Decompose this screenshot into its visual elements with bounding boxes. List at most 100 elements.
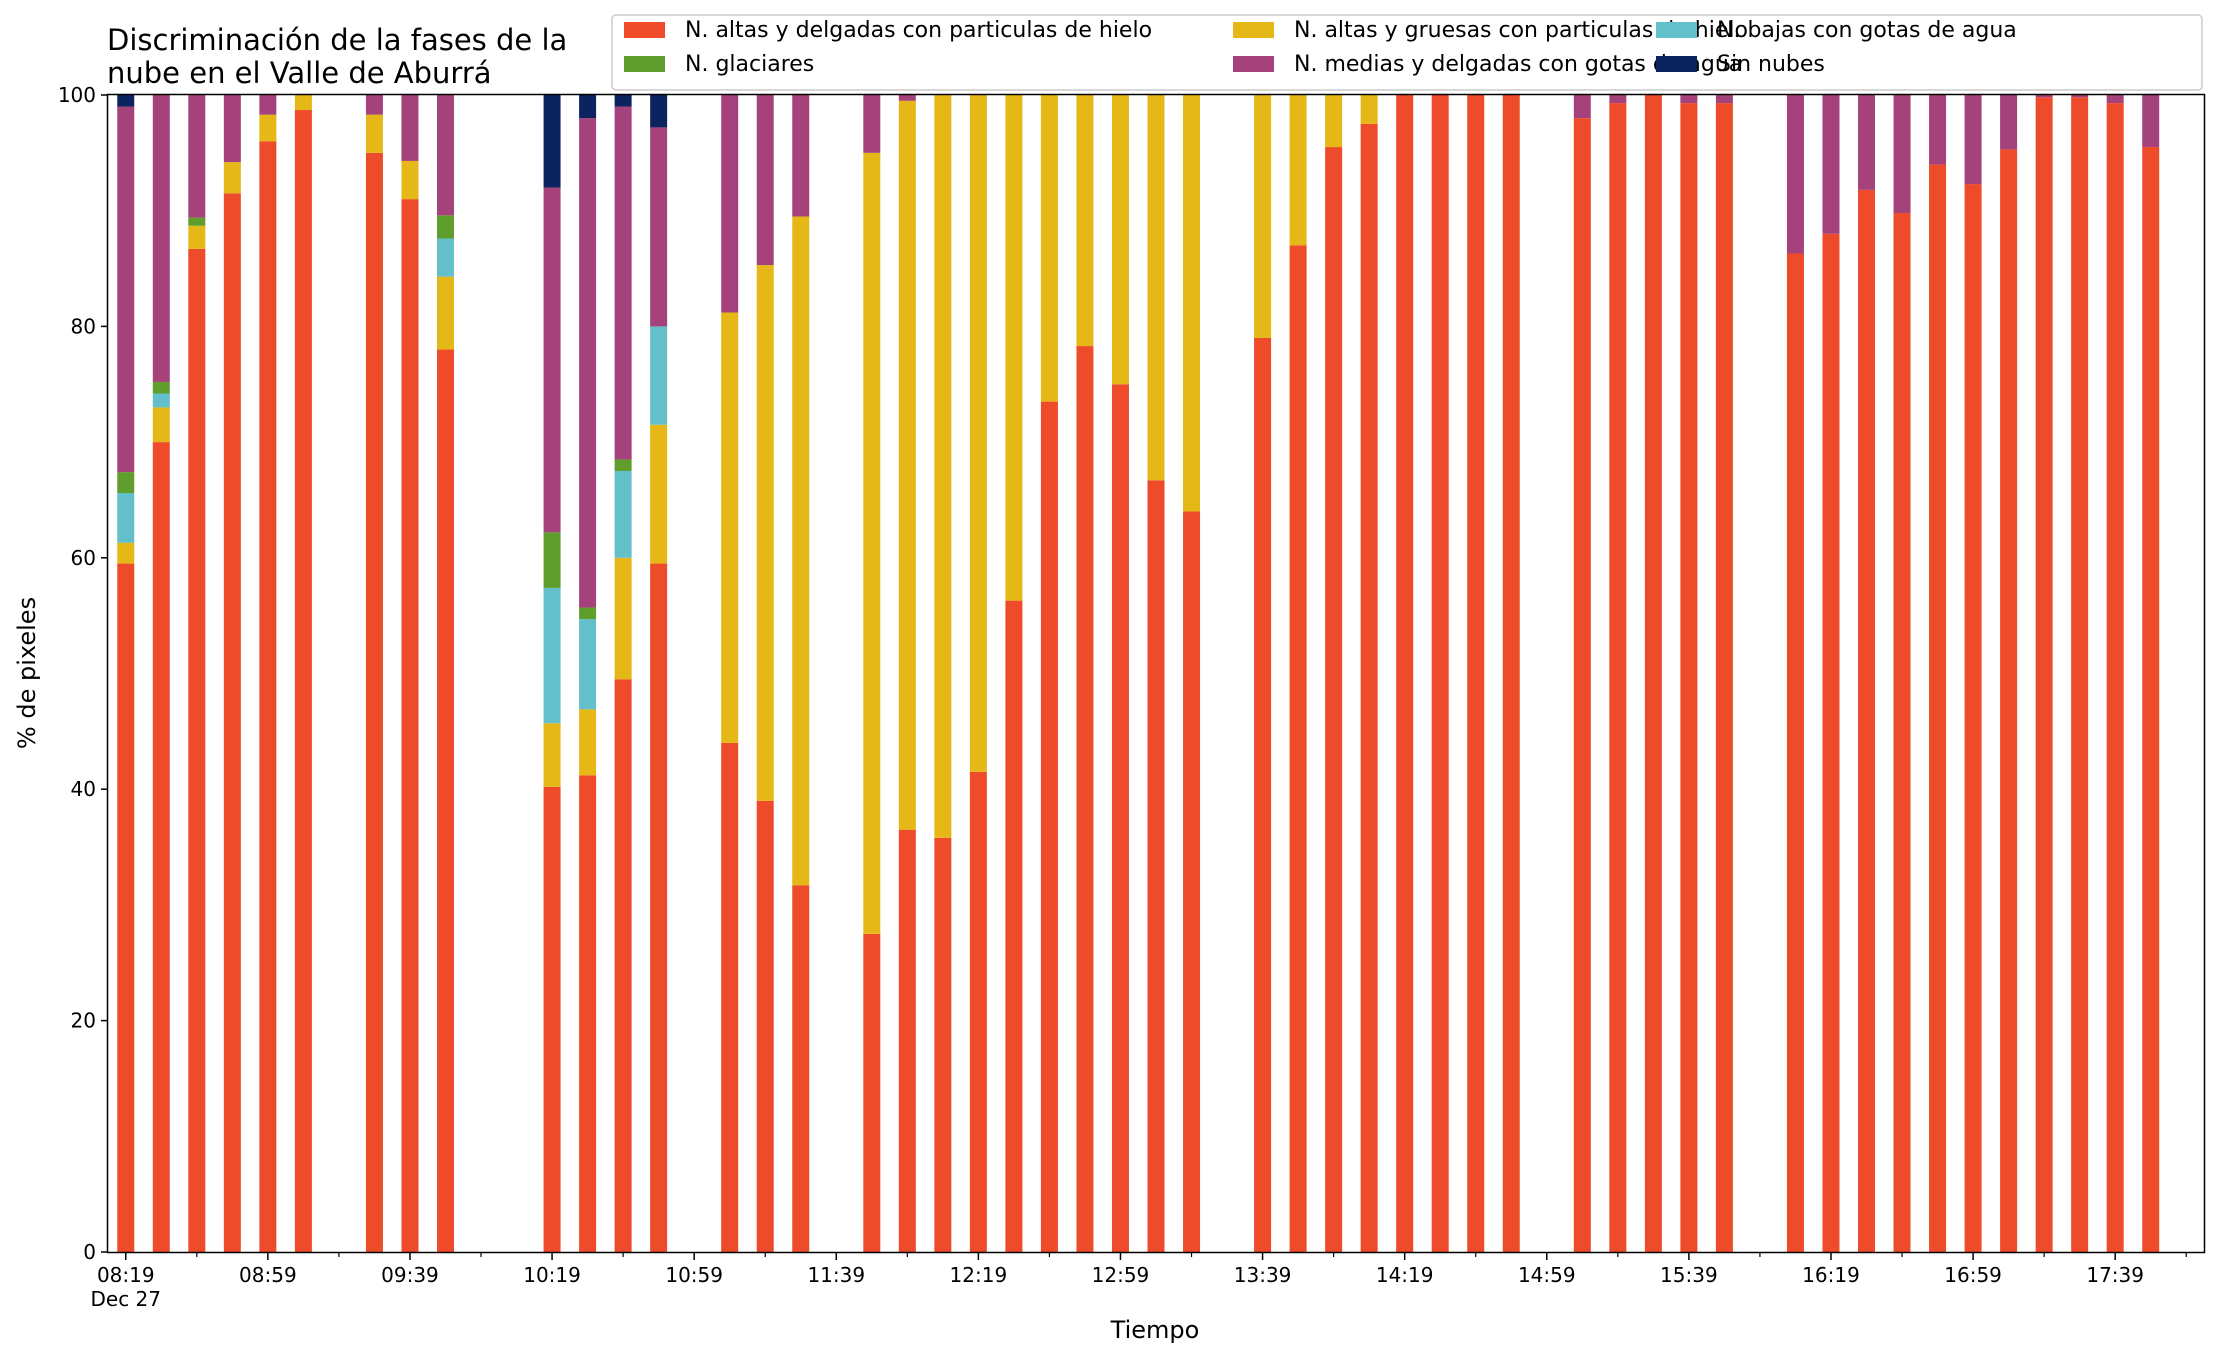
y-tick-label: 100 (58, 83, 96, 107)
bar-segment-1149-s0 (863, 933, 881, 1252)
bar-segment-1109-s0 (721, 742, 739, 1252)
bar-segment-1739-s0 (2106, 103, 2124, 1253)
x-tick-label: 08:59 (239, 1263, 297, 1287)
bar-segment-1729-s4 (2071, 95, 2089, 98)
legend-label: N. bajas con gotas de agua (1717, 18, 2017, 43)
bar-segment-1049-s2 (650, 326, 668, 425)
bar-segment-0939-s1 (401, 160, 419, 200)
bar-segment-1019-s2 (543, 587, 561, 724)
bar-segment-1019-s5 (543, 95, 561, 188)
legend-label: Sin nubes (1717, 52, 1825, 77)
bar-segment-0939-s4 (401, 95, 419, 161)
bar-segment-1349-s1 (1289, 95, 1307, 246)
bar-segment-1119-s1 (756, 265, 774, 801)
bar-segment-1549-s4 (1715, 95, 1733, 104)
bar-segment-0819-s5 (117, 95, 135, 107)
bar-segment-1739-s4 (2106, 95, 2124, 104)
bar-segment-1519-s0 (1609, 103, 1627, 1253)
bar-segment-1639-s4 (1893, 95, 1911, 214)
bar-segment-1119-s4 (756, 95, 774, 266)
bar-segment-1609-s4 (1786, 95, 1804, 254)
y-tick-label: 80 (71, 314, 96, 338)
bar-segment-0839-s4 (188, 95, 206, 218)
x-tick-label: 16:19 (1802, 1263, 1860, 1287)
bar-segment-1019-s1 (543, 723, 561, 787)
bar-segment-1029-s0 (579, 775, 597, 1252)
bar-segment-1029-s3 (579, 607, 597, 620)
bar-segment-1029-s1 (579, 709, 597, 776)
bar-segment-0949-s4 (436, 95, 454, 216)
bar-segment-1519-s4 (1609, 95, 1627, 104)
bar-segment-1219-s0 (969, 771, 987, 1252)
bar-segment-1129-s1 (792, 216, 810, 886)
bar-segment-1339-s1 (1254, 95, 1272, 338)
bar-segment-1609-s0 (1786, 253, 1804, 1252)
bar-segment-1619-s4 (1822, 95, 1840, 234)
bar-segment-1349-s0 (1289, 245, 1307, 1252)
bar-segment-1319-s1 (1183, 95, 1201, 512)
bar-segment-1049-s1 (650, 424, 668, 564)
bar-segment-1039-s5 (614, 95, 632, 107)
bar-segment-1039-s2 (614, 471, 632, 558)
x-tick-label: 17:39 (2086, 1263, 2144, 1287)
x-tick-label: 16:59 (1944, 1263, 2002, 1287)
bar-segment-0859-s0 (259, 141, 277, 1252)
bar-segment-1439-s0 (1467, 95, 1485, 1252)
bar-segment-1359-s0 (1325, 147, 1343, 1252)
bar-segment-0949-s1 (436, 276, 454, 350)
legend-label: N. glaciares (685, 52, 814, 77)
x-tick-label: 12:19 (950, 1263, 1008, 1287)
x-tick-label: 08:19 (97, 1263, 155, 1287)
legend-swatch (1656, 56, 1697, 72)
legend-swatch (1656, 22, 1697, 38)
bar-segment-0829-s3 (152, 381, 170, 394)
x-tick-label: 14:19 (1376, 1263, 1434, 1287)
x-axis-label: Tiempo (1110, 1316, 1200, 1344)
y-tick-label: 60 (71, 546, 96, 570)
bar-segment-1119-s0 (756, 800, 774, 1252)
bar-segment-1729-s0 (2071, 97, 2089, 1252)
bars-layer (117, 95, 2160, 1253)
bar-segment-1649-s4 (1929, 95, 1947, 165)
bar-segment-1719-s0 (2035, 97, 2053, 1252)
bar-segment-1019-s4 (543, 187, 561, 533)
x-tick-label: 12:59 (1092, 1263, 1150, 1287)
bar-segment-1029-s4 (579, 118, 597, 608)
bar-segment-1039-s4 (614, 106, 632, 460)
chart-title-line-1: Discriminación de la fases de la (107, 23, 567, 57)
bar-segment-1709-s0 (2000, 149, 2018, 1252)
bar-segment-1239-s0 (1040, 401, 1058, 1252)
bar-segment-0829-s2 (152, 393, 170, 408)
bar-segment-1619-s0 (1822, 233, 1840, 1253)
bar-segment-0849-s4 (223, 95, 241, 163)
bar-segment-1109-s1 (721, 312, 739, 743)
bar-segment-1719-s4 (2035, 95, 2053, 98)
legend-swatch (624, 56, 665, 72)
y-tick-label: 40 (71, 777, 96, 801)
bar-segment-1049-s4 (650, 127, 668, 327)
bar-segment-0949-s2 (436, 238, 454, 277)
bar-segment-1049-s0 (650, 563, 668, 1252)
bar-segment-1319-s0 (1183, 511, 1201, 1252)
bar-segment-1309-s1 (1147, 95, 1165, 481)
bar-segment-1539-s0 (1680, 103, 1698, 1253)
bar-segment-1409-s0 (1360, 123, 1378, 1252)
bar-segment-1749-s4 (2142, 95, 2160, 148)
bar-segment-1359-s1 (1325, 95, 1343, 148)
bar-segment-1149-s1 (863, 152, 881, 934)
bar-segment-1649-s0 (1929, 164, 1947, 1252)
bar-segment-0859-s1 (259, 114, 277, 142)
bar-segment-0909-s1 (294, 95, 312, 111)
bar-segment-0909-s0 (294, 110, 312, 1252)
x-tick-label: 13:39 (1234, 1263, 1292, 1287)
bar-segment-1209-s0 (934, 837, 952, 1252)
bar-segment-1049-s5 (650, 95, 668, 128)
bar-segment-1709-s4 (2000, 95, 2018, 150)
y-axis-label: % de pixeles (13, 597, 41, 749)
bar-segment-1249-s1 (1076, 95, 1094, 347)
bar-segment-1419-s0 (1396, 95, 1414, 1252)
chart-title: Discriminación de la fases de la nube en… (107, 23, 567, 90)
bar-segment-0819-s1 (117, 542, 135, 564)
